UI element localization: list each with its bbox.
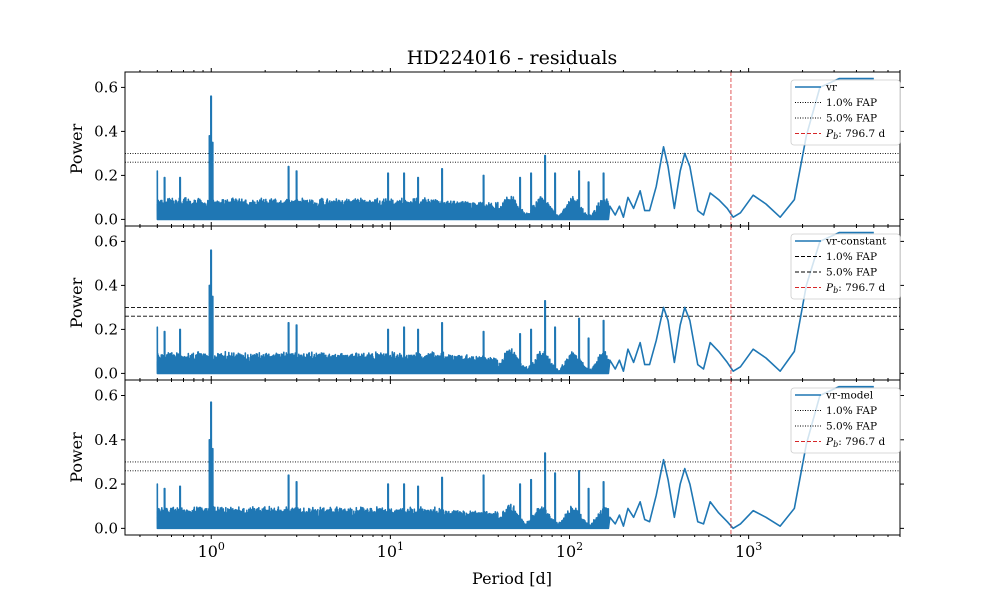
panel-1: 0.0 0.2 0.4 0.6 Power vr 1.0% FAP 5.0% FAP Pb: 7… [67, 68, 904, 230]
y-axis-label: Power [67, 123, 86, 174]
y-tick-label: 0.2 [94, 320, 118, 338]
legend: vr-constant 1.0% FAP 5.0% FAP Pb: 796.7 d [790, 233, 901, 300]
legend-marker-label: Pb: 796.7 d [825, 436, 885, 449]
legend-entry: 1.0% FAP [826, 405, 877, 417]
panels-group: 0.0 0.2 0.4 0.6 Power vr 1.0% FAP 5.0% FAP Pb: 7… [67, 68, 904, 561]
y-tick-label: 0.0 [94, 519, 118, 537]
y-tick-label: 0.6 [94, 78, 118, 96]
x-tick-label: 101 [377, 540, 404, 561]
y-tick-label: 0.6 [94, 232, 118, 250]
y-tick-label: 0.4 [94, 122, 118, 140]
legend-entry: 5.0% FAP [826, 421, 877, 433]
legend-entry: 5.0% FAP [826, 113, 877, 125]
legend-entry: vr-model [825, 390, 874, 402]
legend-entry: 1.0% FAP [826, 251, 877, 263]
y-tick-label: 0.6 [94, 387, 118, 405]
x-tick-label: 100 [198, 540, 225, 561]
y-tick-label: 0.2 [94, 166, 118, 184]
axes-frame [124, 379, 901, 536]
legend: vr-model 1.0% FAP 5.0% FAP Pb: 796.7 d [790, 387, 901, 454]
x-tick-label: 102 [556, 540, 583, 561]
y-axis-label: Power [67, 277, 86, 328]
legend-marker-label: Pb: 796.7 d [825, 128, 885, 141]
legend-entry: 1.0% FAP [826, 97, 877, 109]
y-tick-label: 0.0 [94, 210, 118, 228]
y-tick-label: 0.2 [94, 475, 118, 493]
legend-entry: vr-constant [825, 236, 887, 248]
periodogram-line [156, 385, 874, 530]
panel-2: 0.0 0.2 0.4 0.6 Power vr-constant 1.0% FAP 5.0%… [67, 222, 904, 384]
legend-entry: vr [825, 82, 838, 94]
x-tick-label: 103 [735, 540, 762, 561]
chart-title: HD224016 - residuals [407, 47, 618, 69]
periodogram-line [156, 231, 874, 375]
periodogram-line [156, 77, 874, 221]
legend-entry: 5.0% FAP [826, 267, 877, 279]
y-axis-label: Power [67, 432, 86, 483]
legend: vr 1.0% FAP 5.0% FAP Pb: 796.7 d [790, 79, 901, 146]
legend-marker-label: Pb: 796.7 d [825, 282, 885, 295]
legend-box [790, 79, 901, 146]
x-axis-label: Period [d] [472, 569, 552, 588]
legend-box [790, 387, 901, 454]
y-tick-label: 0.0 [94, 364, 118, 382]
y-tick-label: 0.4 [94, 276, 118, 294]
legend-box [790, 233, 901, 300]
y-tick-label: 0.4 [94, 431, 118, 449]
panel-3: 0.0 0.2 0.4 0.6 Power vr-model 1.0% FAP 5.0% FA… [67, 376, 904, 539]
